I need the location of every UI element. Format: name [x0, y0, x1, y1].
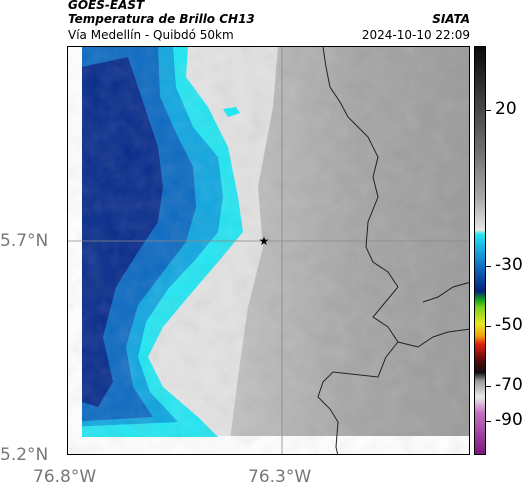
department-border [322, 47, 469, 348]
department-border [422, 282, 469, 303]
colorbar-label-20: 20 [495, 99, 517, 119]
map-subtitle: Temperatura de Brillo CH13 [68, 12, 255, 26]
colorbar-tick [486, 110, 491, 111]
colorbar [474, 46, 486, 455]
colorbar-tick [486, 326, 491, 327]
lat-label-1: 5.7°N [0, 231, 49, 251]
colorbar-gradient [475, 47, 485, 454]
colorbar-label-minus90: -90 [495, 410, 523, 430]
colorbar-label-minus30: -30 [495, 255, 523, 275]
colorbar-tick [486, 386, 491, 387]
star-icon: ★ [259, 234, 270, 248]
lon-label-2: 76.3°W [248, 467, 312, 487]
colorbar-label-minus70: -70 [495, 375, 523, 395]
lat-label-2: 5.2°N [0, 445, 49, 465]
lon-label-1: 76.8°W [33, 467, 97, 487]
colorbar-tick [486, 421, 491, 422]
map-panel[interactable]: ★ [67, 46, 470, 455]
department-border [317, 341, 399, 454]
colorbar-tick [486, 266, 491, 267]
satellite-image: ★ [68, 47, 469, 454]
route-label: Vía Medellín - Quibdó 50km [68, 28, 234, 42]
agency-label: SIATA [432, 12, 470, 26]
timestamp-label: 2024-10-10 22:09 [361, 28, 470, 42]
colorbar-label-minus50: -50 [495, 315, 523, 335]
map-title: GOES-EAST [68, 0, 145, 12]
